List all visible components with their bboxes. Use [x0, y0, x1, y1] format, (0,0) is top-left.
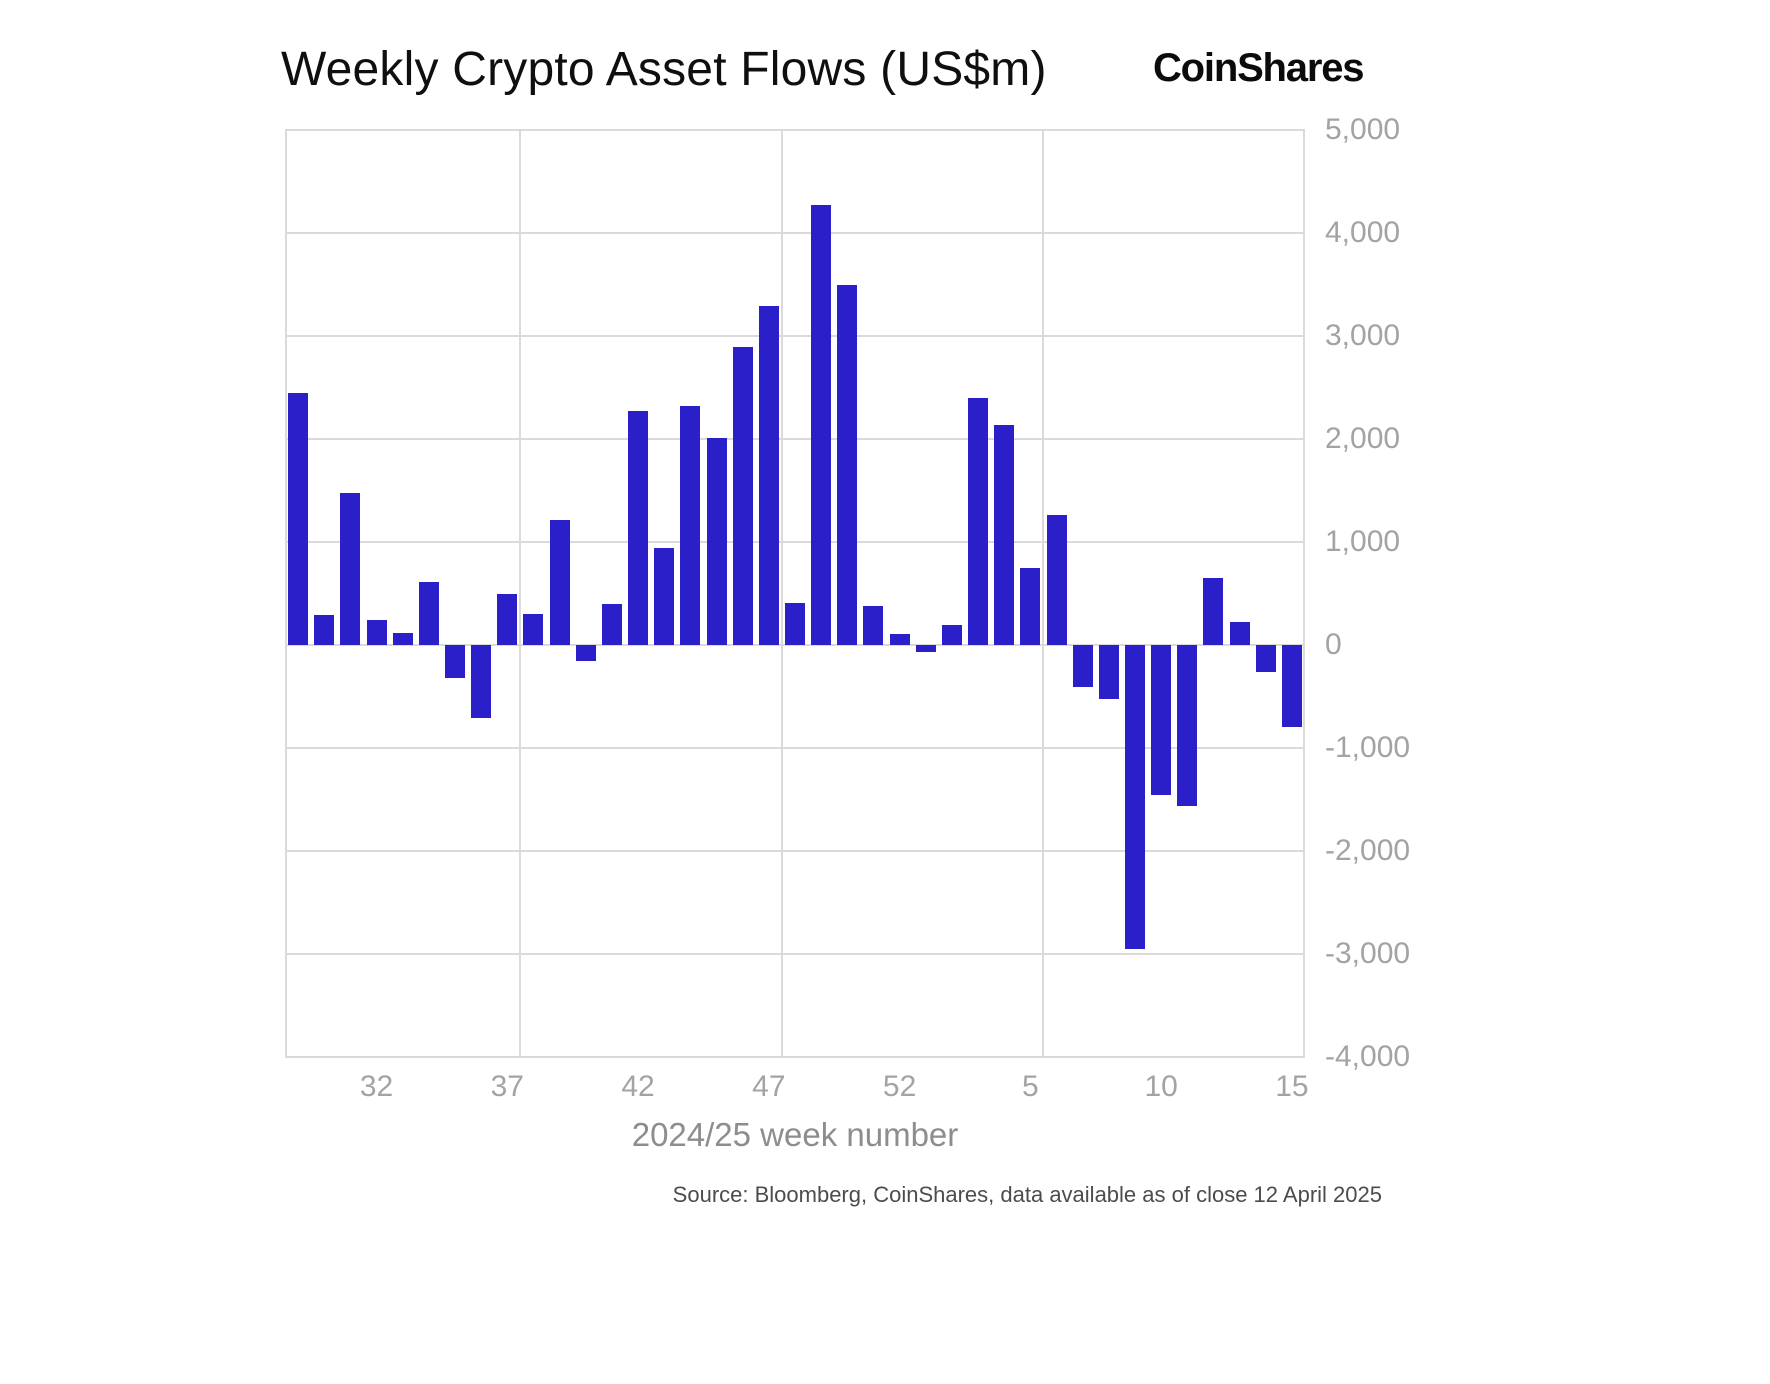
gridline-horizontal [285, 1056, 1305, 1058]
gridline-horizontal [285, 129, 1305, 131]
bar-week-1 [915, 645, 936, 653]
x-tick-label: 42 [621, 1070, 655, 1103]
bar-week-44 [680, 406, 701, 645]
bar-week-14 [1255, 645, 1276, 672]
gridline-horizontal [285, 644, 1305, 646]
y-tick-label: -4,000 [1325, 1040, 1411, 1073]
gridline-horizontal [285, 232, 1305, 234]
gridline-vertical [780, 130, 783, 1057]
bar-week-37 [497, 593, 518, 645]
bar-week-49 [811, 205, 832, 645]
y-tick-label: 4,000 [1325, 216, 1401, 249]
x-tick-label: 15 [1275, 1070, 1309, 1103]
gridline-horizontal [285, 335, 1305, 337]
bar-week-6 [1046, 515, 1067, 645]
bar-week-43 [654, 548, 675, 645]
gridline-vertical [285, 130, 287, 1057]
source-note: Source: Bloomberg, CoinShares, data avai… [672, 1182, 1382, 1207]
bar-week-46 [732, 347, 753, 645]
bar-week-10 [1151, 645, 1172, 796]
y-tick-label: 3,000 [1325, 319, 1401, 352]
bar-week-47 [758, 306, 779, 645]
bar-week-13 [1229, 622, 1250, 645]
x-tick-label: 52 [882, 1070, 917, 1103]
gridline-horizontal [285, 541, 1305, 543]
bar-week-36 [471, 645, 492, 719]
bar-week-40 [575, 645, 596, 662]
gridline-horizontal [285, 953, 1305, 955]
bar-week-4 [994, 424, 1015, 645]
gridline-vertical [1042, 130, 1045, 1057]
y-tick-label: 2,000 [1325, 422, 1401, 455]
bar-week-31 [340, 492, 361, 645]
bar-week-38 [523, 614, 544, 645]
y-tick-label: -3,000 [1325, 937, 1411, 970]
y-tick-label: -1,000 [1325, 731, 1411, 764]
y-tick-label: -2,000 [1325, 834, 1411, 867]
coinshares-logo: CoinShares [1153, 46, 1364, 90]
x-tick-label: 47 [752, 1070, 786, 1103]
plot-area [285, 129, 1305, 1058]
gridline-horizontal [285, 747, 1305, 749]
bar-week-33 [392, 632, 413, 645]
gridline-vertical [519, 130, 522, 1057]
x-tick-label: 5 [1022, 1070, 1039, 1103]
gridline-horizontal [285, 438, 1305, 440]
bar-week-50 [837, 284, 858, 645]
y-tick-label: 0 [1325, 628, 1342, 661]
bar-week-8 [1098, 645, 1119, 699]
bar-week-32 [366, 620, 387, 645]
x-axis-title: 2024/25 week number [631, 1116, 959, 1153]
bar-week-2 [941, 625, 962, 645]
bar-week-3 [968, 397, 989, 645]
bar-week-41 [601, 603, 622, 645]
bar-week-34 [418, 582, 439, 645]
bar-week-51 [863, 605, 884, 645]
y-tick-label: 5,000 [1325, 113, 1401, 146]
bar-week-5 [1020, 567, 1041, 645]
bar-week-15 [1281, 645, 1302, 728]
bar-week-39 [549, 520, 570, 645]
bar-week-11 [1177, 645, 1198, 806]
x-tick-label: 32 [359, 1070, 394, 1103]
bar-week-12 [1203, 578, 1224, 645]
bar-week-7 [1072, 645, 1093, 688]
bar-week-42 [628, 411, 649, 645]
x-tick-label: 10 [1144, 1070, 1178, 1103]
y-tick-label: 1,000 [1325, 525, 1401, 558]
bar-week-35 [445, 645, 465, 678]
bar-week-29 [288, 392, 309, 645]
bar-week-45 [706, 437, 727, 645]
bar-week-30 [314, 615, 335, 645]
gridline-vertical [1303, 130, 1305, 1057]
gridline-horizontal [285, 850, 1305, 852]
x-tick-label: 37 [490, 1070, 524, 1103]
bar-week-48 [785, 602, 805, 645]
bar-week-52 [889, 633, 910, 645]
chart-title: Weekly Crypto Asset Flows (US$m) [281, 43, 1047, 96]
bar-week-9 [1125, 645, 1145, 949]
